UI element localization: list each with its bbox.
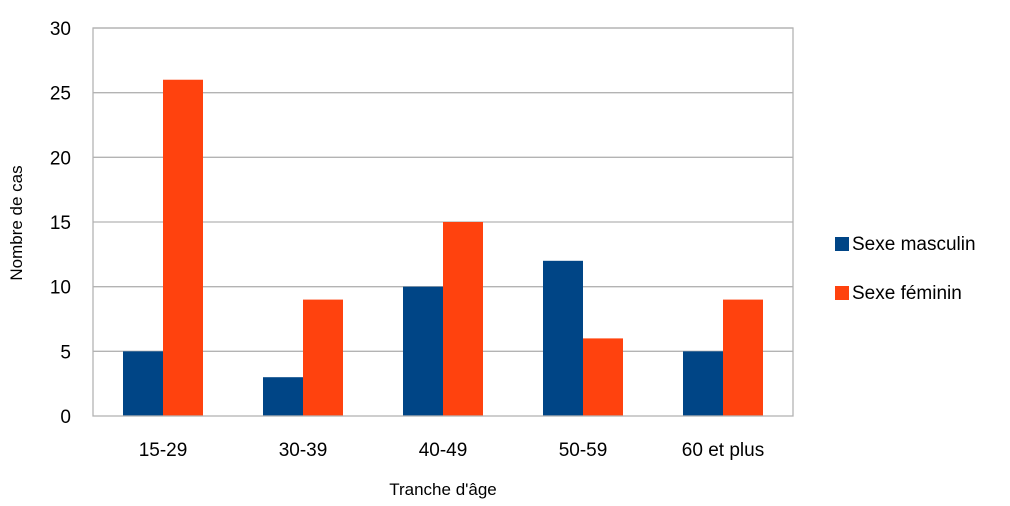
- y-tick-labels: 0 5 10 15 20 25 30: [50, 19, 71, 428]
- bar-masculin: [683, 351, 723, 416]
- x-tick-label: 60 et plus: [682, 440, 764, 461]
- bars: [123, 79, 763, 416]
- y-tick-label: 20: [50, 148, 71, 169]
- bar-feminin: [443, 222, 483, 416]
- y-tick-label: 30: [50, 19, 71, 40]
- y-tick-label: 10: [50, 278, 71, 299]
- y-axis-title: Nombre de cas: [7, 165, 26, 280]
- bar-masculin: [123, 351, 163, 416]
- bar-masculin: [543, 260, 583, 416]
- bar-feminin: [303, 299, 343, 416]
- legend-swatch: [835, 237, 849, 251]
- bar-feminin: [583, 338, 623, 416]
- y-tick-label: 0: [60, 407, 71, 428]
- x-tick-label: 40-49: [419, 440, 468, 461]
- x-tick-label: 30-39: [279, 440, 328, 461]
- bar-masculin: [263, 377, 303, 416]
- legend: Sexe masculin Sexe féminin: [835, 234, 976, 304]
- axes: [92, 27, 794, 417]
- legend-swatch: [835, 286, 849, 300]
- x-tick-label: 15-29: [139, 440, 188, 461]
- y-tick-label: 5: [60, 342, 71, 363]
- legend-label: Sexe féminin: [852, 283, 962, 304]
- bar-feminin: [163, 79, 203, 416]
- x-tick-labels: 15-29 30-39 40-49 50-59 60 et plus: [139, 440, 765, 461]
- bar-masculin: [403, 286, 443, 416]
- y-tick-label: 15: [50, 213, 71, 234]
- bar-feminin: [723, 299, 763, 416]
- x-tick-label: 50-59: [559, 440, 608, 461]
- legend-label: Sexe masculin: [852, 234, 976, 255]
- y-tick-label: 25: [50, 84, 71, 105]
- plot-border: [92, 27, 794, 417]
- x-axis-title: Tranche d'âge: [389, 480, 497, 499]
